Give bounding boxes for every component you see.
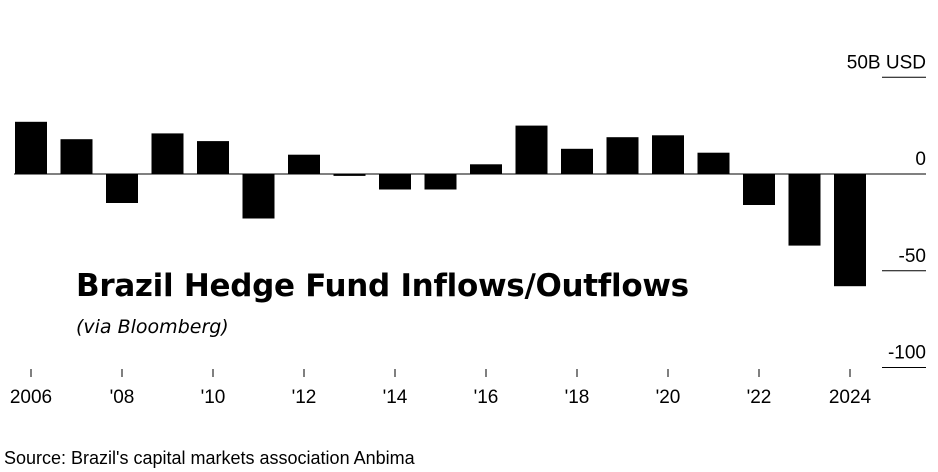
x-tick-label: '12 — [292, 387, 317, 408]
chart-title: Brazil Hedge Fund Inflows/Outflows — [76, 268, 689, 304]
x-tick-label: '08 — [110, 387, 135, 408]
bar-2020 — [652, 135, 684, 174]
x-tick-label: '18 — [565, 387, 590, 408]
y-tick-label: -100 — [888, 343, 926, 364]
x-tick-label: '10 — [201, 387, 226, 408]
bar-2007 — [60, 139, 93, 174]
bar-2006 — [15, 121, 47, 174]
bar-2011 — [242, 174, 275, 219]
bar-2015 — [424, 174, 457, 190]
bar-2012 — [288, 154, 320, 174]
bar-2016 — [470, 164, 502, 174]
x-tick-label: '16 — [474, 387, 499, 408]
x-tick-label: '22 — [747, 387, 772, 408]
bar-2018 — [561, 148, 593, 174]
bar-series — [15, 121, 866, 287]
bar-2019 — [606, 137, 639, 174]
x-tick-label: '20 — [656, 387, 681, 408]
chart-subtitle: (via Bloomberg) — [76, 316, 229, 338]
bar-2021 — [697, 152, 730, 174]
source-note: Source: Brazil's capital markets associa… — [4, 448, 415, 468]
bar-2017 — [515, 125, 548, 174]
x-tick-label: '14 — [383, 387, 408, 408]
x-tick-label: 2024 — [829, 387, 872, 408]
bar-2023 — [788, 174, 821, 246]
x-tick-label: 2006 — [10, 387, 52, 408]
y-tick-label: 0 — [915, 149, 926, 170]
bar-2014 — [379, 174, 411, 190]
bar-2008 — [106, 174, 138, 203]
bar-2022 — [743, 174, 775, 205]
y-tick-label: -50 — [899, 246, 926, 267]
bar-2024 — [834, 174, 866, 287]
y-axis: 50B USD 0 -50 -100 — [847, 52, 926, 368]
bar-2010 — [197, 141, 229, 174]
bar-2013 — [333, 174, 366, 176]
bar-2009 — [151, 133, 184, 174]
y-tick-label: 50B USD — [847, 52, 926, 73]
x-axis: 2006 '08 '10 '12 '14 '16 '18 '20 '22 2024 — [10, 369, 872, 408]
